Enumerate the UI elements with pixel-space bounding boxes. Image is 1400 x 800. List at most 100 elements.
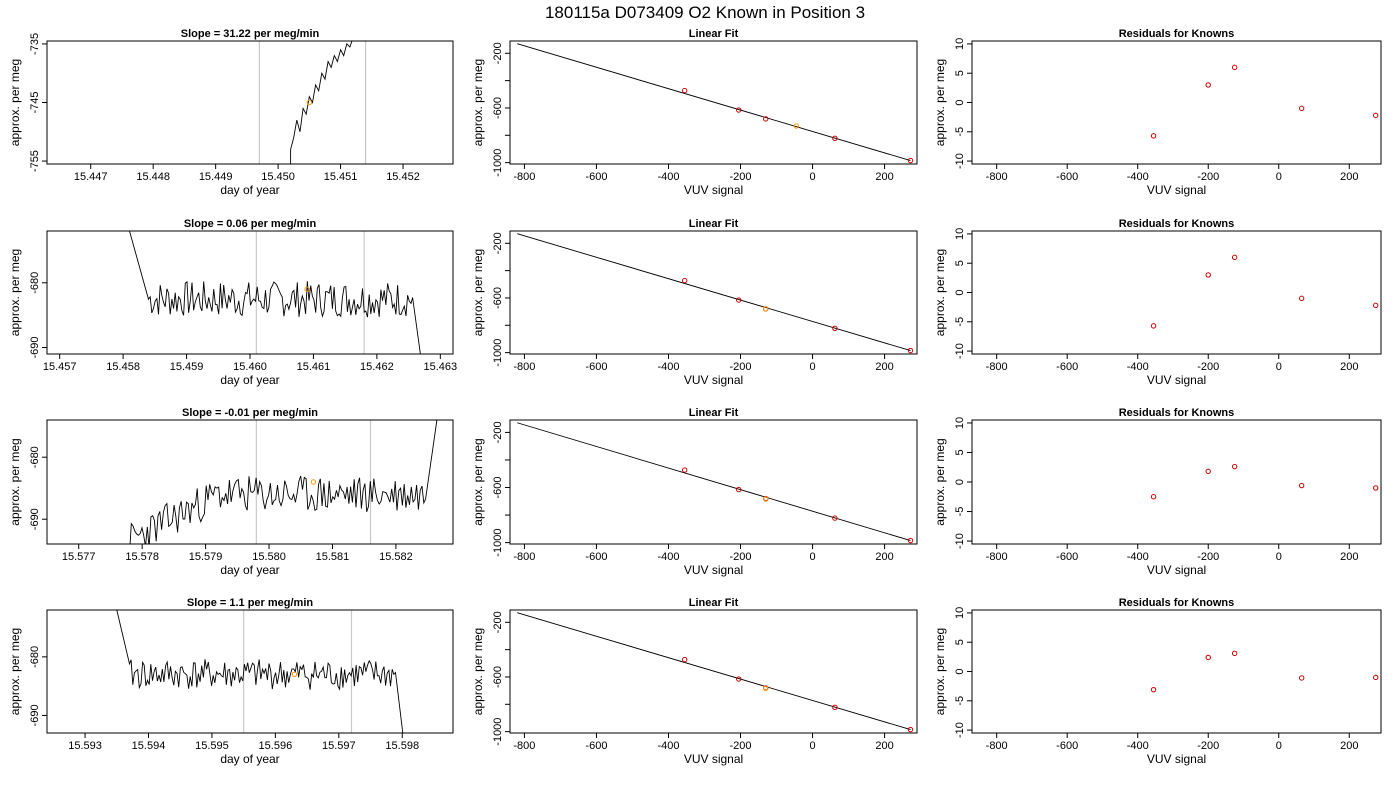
x-tick-label: 15.447 <box>74 171 108 183</box>
y-tick-label: 10 <box>954 38 966 50</box>
data-point <box>681 656 688 663</box>
panel-title: Linear Fit <box>689 28 739 40</box>
sample-marker <box>310 479 317 485</box>
x-tick-label: -200 <box>1197 171 1219 183</box>
y-tick-label: -200 <box>492 232 504 254</box>
x-axis-label: day of year <box>220 563 279 577</box>
panel-title: Linear Fit <box>689 597 739 609</box>
data-point <box>907 726 914 733</box>
y-tick-label: 5 <box>954 449 966 455</box>
panel-title: Slope = -0.01 per meg/min <box>182 407 318 419</box>
x-tick-label: 0 <box>809 551 815 563</box>
y-tick-label: 0 <box>954 479 966 485</box>
y-tick-label: -690 <box>29 337 41 359</box>
x-tick-label: 200 <box>875 171 893 183</box>
x-tick-label: 15.596 <box>259 740 293 752</box>
panel-title: Slope = 1.1 per meg/min <box>187 597 314 609</box>
y-tick-label: -600 <box>492 476 504 498</box>
data-point <box>1373 112 1379 119</box>
y-tick-label: -5 <box>954 696 966 706</box>
x-tick-label: 15.460 <box>233 361 267 373</box>
x-axis-label: VUV signal <box>684 373 743 387</box>
plot-area <box>517 43 914 164</box>
plot-area <box>129 420 438 544</box>
data-point <box>1298 105 1305 112</box>
x-tick-label: -800 <box>986 740 1008 752</box>
x-tick-label: -200 <box>729 171 751 183</box>
data-point <box>1205 468 1211 475</box>
plot-frame <box>46 230 454 355</box>
y-tick-label: -200 <box>492 421 504 443</box>
unknown-point <box>763 496 769 502</box>
plot-frame <box>46 609 454 734</box>
y-tick-label: -1000 <box>492 529 504 557</box>
panel-title: Residuals for Knowns <box>1119 28 1235 40</box>
x-tick-label: 15.448 <box>136 171 170 183</box>
x-tick-label: 15.463 <box>423 361 457 373</box>
x-tick-label: 15.461 <box>297 361 331 373</box>
plot-area <box>116 610 404 733</box>
data-point <box>681 87 688 94</box>
x-tick-label: -200 <box>1197 551 1219 563</box>
data-point <box>736 107 742 113</box>
data-point <box>1373 485 1379 491</box>
x-axis-label: day of year <box>220 373 279 387</box>
data-point <box>681 277 688 284</box>
y-axis-label: approx. per meg <box>471 59 485 146</box>
x-axis-label: VUV signal <box>1147 183 1206 197</box>
x-tick-label: -400 <box>657 740 679 752</box>
plot-frame <box>971 609 1382 734</box>
data-point <box>1205 654 1211 661</box>
sample-marker <box>304 286 310 292</box>
x-tick-label: 200 <box>1340 551 1358 563</box>
data-point <box>1150 686 1157 693</box>
data-point <box>1150 494 1157 500</box>
x-tick-label: -600 <box>585 361 607 373</box>
x-tick-label: 15.598 <box>385 740 419 752</box>
y-tick-label: -745 <box>29 91 41 113</box>
x-tick-label: 15.597 <box>322 740 356 752</box>
y-tick-label: -600 <box>492 666 504 688</box>
data-point <box>1373 674 1379 681</box>
x-tick-label: 0 <box>1276 740 1282 752</box>
plot-area <box>1150 650 1379 693</box>
panel-2-3: Residuals for Knowns -800 -600 -400 -200 0 200… <box>933 597 1382 766</box>
x-tick-label: 15.582 <box>379 551 413 563</box>
data-line <box>129 231 421 354</box>
y-axis-label: approx. per meg <box>8 628 22 715</box>
x-tick-label: -600 <box>1056 171 1078 183</box>
x-tick-label: 15.578 <box>125 551 159 563</box>
data-point <box>832 135 838 142</box>
y-tick-label: -680 <box>29 446 41 468</box>
data-point <box>736 486 742 493</box>
panel-title: Residuals for Knowns <box>1119 407 1235 419</box>
y-tick-label: 10 <box>954 607 966 619</box>
y-axis-label: approx. per meg <box>8 59 22 146</box>
y-axis-label: approx. per meg <box>471 628 485 715</box>
y-tick-label: -10 <box>954 343 966 359</box>
x-tick-label: -800 <box>513 171 535 183</box>
x-tick-label: -400 <box>657 171 679 183</box>
panel-0-0: Slope = 31.22 per meg/min 15.447 15.448 15.… <box>8 28 454 197</box>
y-tick-label: 0 <box>954 99 966 105</box>
y-tick-label: -5 <box>954 127 966 137</box>
plot-frame <box>509 419 918 545</box>
y-tick-label: -755 <box>29 150 41 172</box>
y-tick-label: -690 <box>29 704 41 726</box>
y-tick-label: -600 <box>492 287 504 309</box>
y-tick-label: -680 <box>29 272 41 294</box>
panel-2-0: Residuals for Knowns -800 -600 -400 -200 0 200… <box>933 28 1382 197</box>
plot-frame <box>46 419 454 545</box>
x-tick-label: -200 <box>729 551 751 563</box>
y-tick-label: -1000 <box>492 149 504 177</box>
x-tick-label: 15.580 <box>252 551 286 563</box>
data-line <box>129 420 438 544</box>
y-tick-label: -735 <box>29 33 41 55</box>
data-point <box>1231 463 1238 470</box>
x-tick-label: -400 <box>657 551 679 563</box>
data-point <box>1231 650 1238 657</box>
unknown-point <box>793 123 800 129</box>
y-tick-label: -10 <box>954 533 966 549</box>
panel-1-1: Linear Fit -800 -600 -400 -200 0 200 -200 -600 -1… <box>471 218 918 387</box>
